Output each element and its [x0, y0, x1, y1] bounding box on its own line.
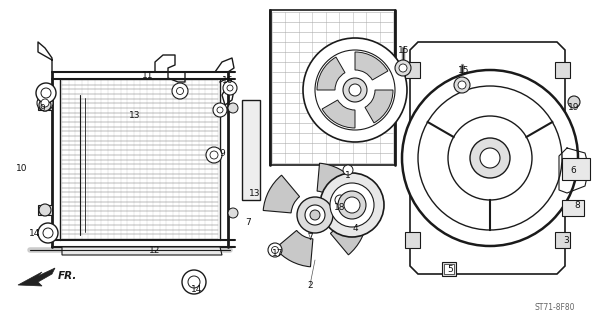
Text: 10: 10 [17, 164, 28, 172]
Circle shape [39, 99, 51, 111]
Text: 14: 14 [191, 285, 203, 294]
Circle shape [182, 270, 206, 294]
Text: ST71-8F80: ST71-8F80 [535, 303, 575, 313]
Circle shape [320, 173, 384, 237]
Wedge shape [317, 57, 345, 90]
Circle shape [315, 50, 395, 130]
Wedge shape [355, 52, 388, 80]
Circle shape [470, 138, 510, 178]
Wedge shape [317, 163, 355, 200]
Text: 14: 14 [29, 228, 40, 237]
Circle shape [344, 197, 360, 213]
Circle shape [338, 191, 366, 219]
Circle shape [310, 210, 320, 220]
Circle shape [330, 183, 374, 227]
Wedge shape [330, 217, 367, 255]
Circle shape [217, 107, 223, 113]
Circle shape [206, 147, 222, 163]
Circle shape [349, 84, 361, 96]
Circle shape [454, 77, 470, 93]
Circle shape [343, 78, 367, 102]
Circle shape [568, 96, 580, 108]
Circle shape [480, 148, 500, 168]
Circle shape [343, 165, 353, 175]
Circle shape [268, 243, 282, 257]
Wedge shape [275, 230, 313, 267]
Bar [562, 158, 590, 180]
Text: 15: 15 [459, 66, 470, 75]
Circle shape [227, 85, 233, 91]
Text: 3: 3 [563, 236, 569, 244]
Circle shape [41, 88, 51, 98]
Text: 13: 13 [129, 110, 141, 119]
Bar [38, 205, 52, 215]
Text: 2: 2 [307, 281, 313, 290]
Circle shape [210, 151, 218, 159]
Bar [405, 62, 420, 78]
Circle shape [458, 81, 466, 89]
Bar [270, 10, 395, 165]
Circle shape [41, 99, 49, 107]
Text: 9: 9 [39, 103, 45, 113]
Circle shape [223, 81, 237, 95]
Text: 16: 16 [223, 76, 234, 84]
Circle shape [297, 197, 333, 233]
Circle shape [228, 208, 238, 218]
Circle shape [303, 38, 407, 142]
Circle shape [272, 246, 278, 253]
Text: 6: 6 [570, 165, 576, 174]
Circle shape [395, 60, 411, 76]
Text: 7: 7 [245, 218, 251, 227]
Wedge shape [365, 90, 393, 123]
Bar [38, 100, 52, 110]
Text: 13: 13 [249, 188, 261, 197]
Text: 1: 1 [345, 171, 351, 180]
Wedge shape [322, 100, 355, 128]
Text: 18: 18 [334, 203, 346, 212]
Text: 17: 17 [272, 249, 284, 258]
Circle shape [399, 64, 407, 72]
Circle shape [228, 103, 238, 113]
Circle shape [172, 83, 188, 99]
Circle shape [39, 204, 51, 216]
Text: FR.: FR. [58, 271, 77, 281]
Circle shape [37, 95, 53, 111]
Circle shape [36, 83, 56, 103]
Circle shape [43, 228, 53, 238]
Text: 8: 8 [574, 201, 580, 210]
Circle shape [418, 86, 562, 230]
Text: 5: 5 [447, 266, 453, 275]
Polygon shape [62, 247, 222, 255]
Bar [555, 62, 570, 78]
Bar [405, 232, 420, 248]
Text: 11: 11 [142, 70, 154, 79]
Bar [444, 264, 454, 274]
Bar [442, 262, 456, 276]
Bar [242, 100, 260, 200]
Circle shape [188, 276, 200, 288]
Text: 9: 9 [219, 148, 225, 157]
Circle shape [213, 103, 227, 117]
Circle shape [448, 116, 532, 200]
Circle shape [38, 223, 58, 243]
Text: 19: 19 [568, 102, 580, 111]
Text: 15: 15 [398, 45, 409, 54]
Circle shape [305, 205, 325, 225]
Bar [555, 232, 570, 248]
Circle shape [402, 70, 578, 246]
Bar [562, 200, 584, 216]
Polygon shape [18, 268, 55, 286]
Text: 7: 7 [307, 233, 313, 242]
Text: 12: 12 [150, 245, 161, 254]
Circle shape [335, 195, 345, 205]
Text: 4: 4 [352, 223, 358, 233]
Wedge shape [263, 175, 300, 213]
Circle shape [177, 87, 183, 94]
Polygon shape [410, 42, 565, 274]
